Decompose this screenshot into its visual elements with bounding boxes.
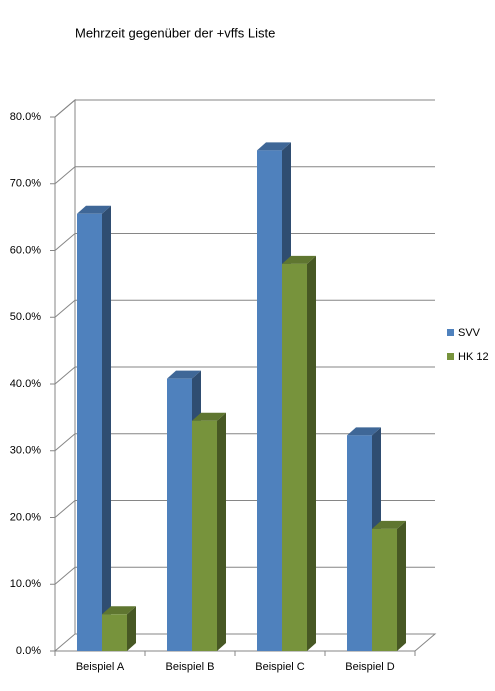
bar-top bbox=[282, 255, 316, 264]
bar bbox=[372, 520, 406, 651]
grid-line bbox=[54, 299, 435, 318]
bar bbox=[282, 255, 316, 651]
x-tick-label: Beispiel D bbox=[345, 661, 395, 673]
chart-title: Mehrzeit gegenüber der +vffs Liste bbox=[75, 25, 275, 40]
bar-top bbox=[257, 142, 291, 151]
bar-top bbox=[372, 520, 406, 529]
bar bbox=[192, 412, 226, 651]
y-tick-label: 0.0% bbox=[16, 645, 41, 657]
bar-front bbox=[77, 213, 102, 651]
legend-label: SVV bbox=[458, 327, 481, 339]
legend-swatch bbox=[447, 329, 454, 336]
bar-top bbox=[347, 427, 381, 436]
x-tick-label: Beispiel B bbox=[166, 661, 215, 673]
y-tick-label: 40.0% bbox=[10, 378, 41, 390]
grid-line bbox=[54, 166, 435, 185]
bar-front bbox=[282, 263, 307, 651]
x-tick-label: Beispiel C bbox=[255, 661, 305, 673]
bar-front bbox=[102, 614, 127, 651]
bar-front bbox=[347, 435, 372, 651]
grid-line bbox=[54, 99, 435, 118]
bar bbox=[102, 606, 136, 651]
bar-side bbox=[307, 255, 316, 651]
bar-top bbox=[102, 606, 136, 615]
y-tick-label: 10.0% bbox=[10, 578, 41, 590]
bar-top bbox=[167, 370, 201, 379]
bar-side bbox=[397, 520, 406, 651]
y-tick-label: 50.0% bbox=[10, 311, 41, 323]
bar-side bbox=[127, 606, 136, 651]
bar-top bbox=[192, 412, 226, 421]
y-tick-label: 30.0% bbox=[10, 445, 41, 457]
y-tick-label: 20.0% bbox=[10, 511, 41, 523]
legend-swatch bbox=[447, 353, 454, 360]
grid-line bbox=[54, 366, 435, 385]
bar-side bbox=[102, 205, 111, 651]
bar-front bbox=[372, 528, 397, 651]
bar-front bbox=[192, 420, 217, 651]
legend-label: HK 12 bbox=[458, 351, 489, 363]
x-tick-label: Beispiel A bbox=[76, 661, 125, 673]
bar-front bbox=[257, 150, 282, 651]
bar-top bbox=[77, 205, 111, 214]
bar bbox=[77, 205, 111, 651]
bar-side bbox=[217, 412, 226, 651]
y-tick-label: 70.0% bbox=[10, 178, 41, 190]
y-tick-label: 80.0% bbox=[10, 111, 41, 123]
grid-line bbox=[54, 233, 435, 251]
bar-front bbox=[167, 378, 192, 651]
y-tick-label: 60.0% bbox=[10, 244, 41, 256]
